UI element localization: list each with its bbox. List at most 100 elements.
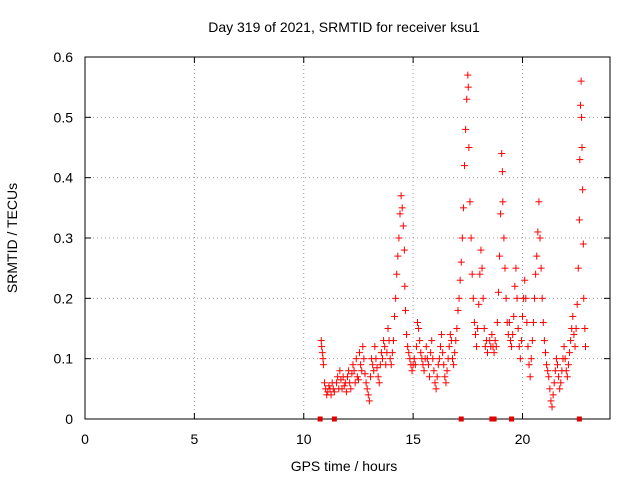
data-point	[574, 264, 582, 272]
data-point	[548, 403, 556, 411]
data-point	[445, 343, 453, 351]
data-point	[405, 349, 413, 357]
data-point	[457, 258, 465, 266]
data-point	[401, 306, 409, 314]
data-point	[539, 318, 547, 326]
data-point	[429, 355, 437, 363]
data-point	[458, 234, 466, 242]
data-point	[564, 361, 572, 369]
x-axis-label: GPS time / hours	[291, 458, 398, 474]
data-point	[462, 125, 470, 133]
data-point	[480, 325, 488, 332]
data-point	[499, 198, 507, 206]
gap-marker	[491, 416, 497, 422]
data-point	[318, 349, 326, 357]
data-point	[374, 373, 382, 381]
data-point	[357, 361, 365, 369]
data-point	[531, 294, 539, 302]
data-point	[557, 379, 565, 387]
data-point	[433, 373, 441, 381]
gap-marker	[576, 416, 582, 422]
data-point	[379, 355, 386, 363]
data-point	[441, 373, 449, 381]
data-point	[516, 355, 524, 363]
data-point	[513, 294, 521, 302]
gap-marker	[331, 416, 337, 422]
data-point	[464, 71, 472, 79]
data-point	[373, 364, 381, 372]
data-point	[391, 312, 399, 320]
data-point	[538, 294, 546, 302]
data-point	[449, 355, 456, 363]
data-point	[519, 312, 526, 320]
y-tick-label: 0.1	[54, 351, 74, 367]
data-point	[469, 294, 477, 302]
data-point	[545, 373, 553, 381]
data-point	[579, 186, 587, 194]
data-point	[428, 337, 436, 345]
y-tick-label: 0	[65, 411, 73, 427]
grid-lines	[85, 57, 610, 419]
data-point	[505, 318, 513, 326]
data-point	[543, 361, 551, 369]
data-point	[321, 379, 329, 387]
chart-title: Day 319 of 2021, SRMTID for receiver ksu…	[208, 19, 480, 35]
data-point	[340, 382, 348, 390]
data-point	[354, 376, 362, 384]
data-point	[552, 355, 560, 363]
data-point	[501, 264, 509, 272]
data-point	[473, 343, 481, 351]
data-point	[524, 343, 532, 351]
data-point	[318, 343, 326, 351]
data-point	[576, 101, 584, 109]
data-point	[562, 367, 570, 375]
data-point	[528, 337, 536, 345]
data-point	[396, 210, 404, 218]
data-point	[468, 270, 476, 278]
data-point	[336, 367, 344, 375]
data-point	[522, 294, 530, 302]
data-point	[317, 337, 325, 345]
data-point	[398, 204, 406, 212]
data-point	[576, 156, 584, 164]
data-point	[347, 385, 355, 393]
data-point	[476, 270, 484, 278]
y-tick-label: 0.4	[54, 170, 74, 186]
data-point	[573, 300, 581, 308]
data-point	[579, 240, 587, 248]
gap-marker	[509, 416, 515, 422]
data-point	[414, 318, 421, 326]
data-point	[525, 361, 533, 369]
data-point	[411, 361, 419, 369]
data-point	[475, 300, 483, 308]
data-point	[422, 343, 430, 351]
data-point	[526, 373, 534, 381]
data-point	[492, 343, 500, 351]
data-point	[474, 325, 482, 332]
data-point	[342, 388, 350, 396]
data-point	[401, 282, 409, 290]
data-point	[352, 355, 360, 363]
x-tick-label: 0	[81, 431, 89, 447]
data-point	[578, 113, 586, 121]
data-point	[394, 252, 402, 260]
data-point	[502, 294, 510, 302]
data-point	[387, 361, 395, 369]
data-point	[456, 276, 464, 284]
data-point	[532, 270, 540, 278]
data-point	[439, 349, 447, 357]
data-point	[580, 294, 588, 302]
data-point	[581, 325, 589, 332]
data-point	[453, 325, 461, 332]
data-point	[370, 367, 378, 375]
x-tick-label: 10	[296, 431, 312, 447]
data-points	[317, 71, 589, 411]
x-tick-label: 15	[405, 431, 421, 447]
data-point	[356, 349, 364, 357]
data-point	[464, 83, 472, 91]
data-point	[465, 144, 473, 151]
data-point	[546, 385, 554, 393]
data-point	[509, 331, 517, 339]
data-point	[358, 367, 366, 375]
